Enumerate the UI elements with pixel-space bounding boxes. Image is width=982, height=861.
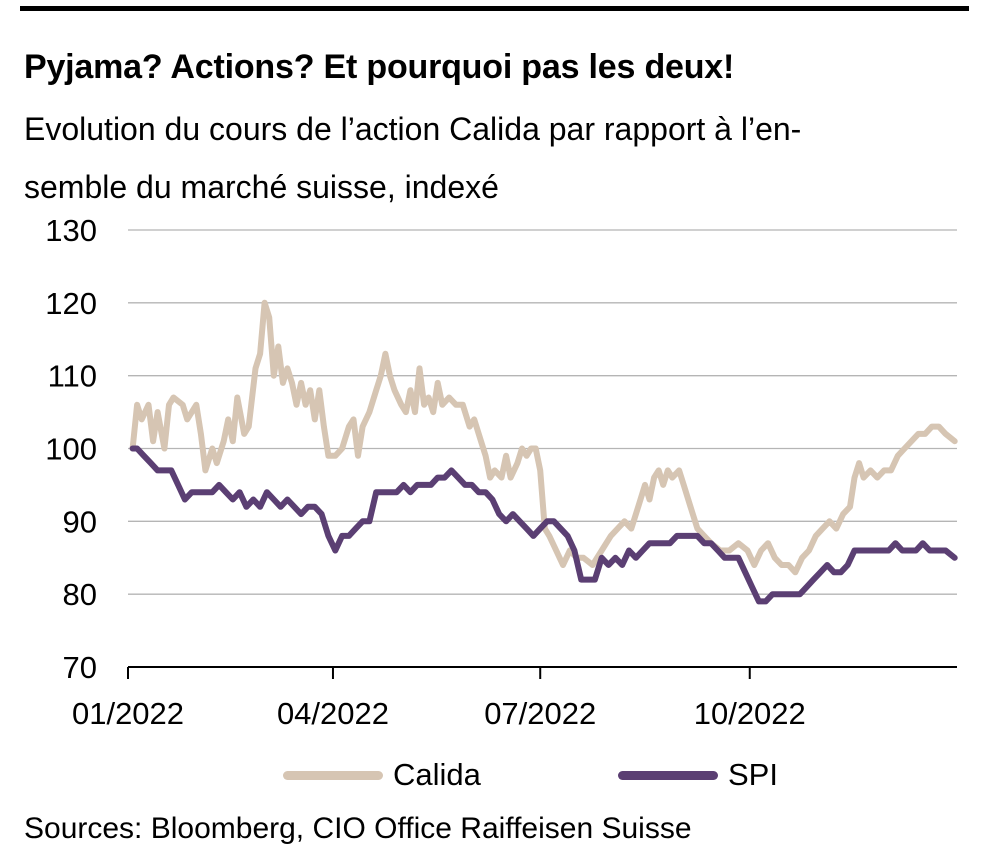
series-line-calida: [129, 299, 958, 576]
top-rule: [20, 6, 969, 11]
legend: Calida SPI: [0, 755, 982, 795]
x-tick-label: 01/2022: [72, 696, 184, 730]
legend-label-spi: SPI: [728, 757, 778, 792]
x-tick-label: 10/2022: [694, 696, 806, 730]
legend-item-calida: Calida: [283, 755, 481, 795]
y-tick-label: 90: [63, 504, 97, 539]
y-tick-label: 100: [45, 432, 97, 467]
y-tick-label: 120: [45, 286, 97, 321]
chart-subtitle: Evolution du cours de l’action Calida pa…: [24, 100, 954, 216]
subtitle-line-2: semble du marché suisse, indexé: [24, 169, 499, 205]
legend-swatch-spi: [618, 770, 718, 780]
legend-swatch-calida: [283, 770, 383, 780]
y-tick-label: 80: [63, 577, 97, 612]
line-chart: 70 80 90 100 110 120 130 01/2022 04/2022 07/2022…: [45, 213, 958, 730]
source-note: Sources: Bloomberg, CIO Office Raiffeise…: [24, 812, 692, 845]
subtitle-line-1: Evolution du cours de l’action Calida pa…: [24, 111, 802, 147]
y-axis-ticks: 70 80 90 100 110 120 130: [45, 213, 97, 685]
y-tick-label: 130: [45, 213, 97, 248]
y-tick-label: 110: [48, 359, 97, 394]
legend-label-calida: Calida: [393, 757, 481, 792]
series-line-spi: [129, 445, 958, 605]
x-tick-label: 07/2022: [484, 696, 596, 730]
y-tick-label: 70: [63, 650, 97, 685]
legend-item-spi: SPI: [618, 755, 778, 795]
x-axis: 01/2022 04/2022 07/2022 10/2022: [72, 666, 957, 730]
x-tick-label: 04/2022: [277, 696, 389, 730]
series-lines: [129, 299, 958, 605]
chart-title: Pyjama? Actions? Et pourquoi pas les deu…: [24, 48, 735, 86]
